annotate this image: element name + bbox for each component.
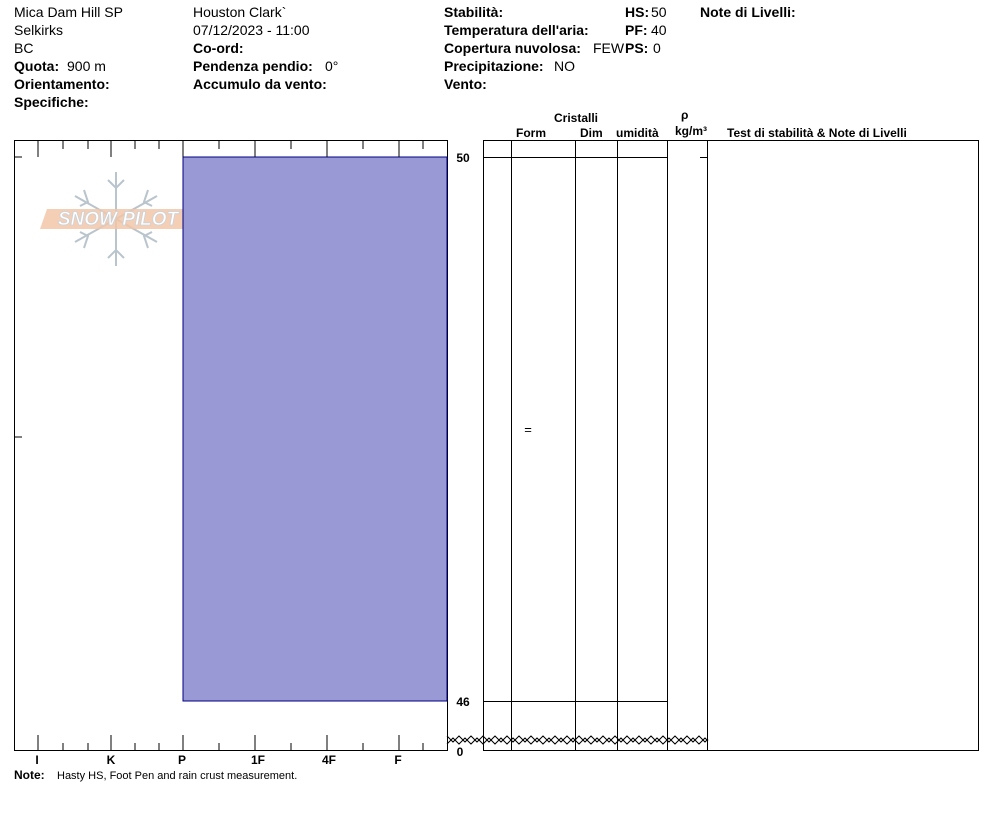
top-ticks: [14, 140, 424, 438]
note-label: Note:: [14, 768, 45, 782]
slope-value: 0°: [325, 58, 339, 74]
ps-value: 0: [653, 40, 661, 56]
size-header: Dim: [580, 126, 603, 140]
hs-label: HS:: [625, 4, 650, 20]
logo-text: SNOW PILOT: [58, 209, 180, 230]
rho-header: ρ: [681, 108, 689, 122]
crystals-header: Cristalli: [554, 111, 599, 125]
moisture-header: umidità: [616, 126, 659, 140]
bottom-ticks: [37, 735, 424, 750]
aspect-label: Orientamento:: [14, 76, 110, 92]
sky-cover-label: Copertura nuvolosa:: [444, 40, 581, 56]
observer-name: Houston Clark`: [193, 4, 287, 20]
location-name: Mica Dam Hill SP: [14, 4, 123, 20]
hardness-label-4f: 4F: [322, 753, 336, 767]
snow-layer-bar: [182, 156, 448, 702]
slope-label: Pendenza pendio:: [193, 58, 313, 74]
depth-label-layer-bottom: 46: [456, 695, 470, 709]
pf-value: 40: [651, 22, 667, 38]
stability-label: Stabilità:: [444, 4, 504, 20]
hardness-label-i: I: [35, 753, 38, 767]
depth-label-ground: 0: [457, 745, 464, 759]
hardness-label-p: P: [178, 753, 186, 767]
layer-table-frame: [483, 140, 979, 751]
precip-value: NO: [554, 58, 575, 74]
hardness-label-f: F: [394, 753, 401, 767]
density-unit-header: kg/m³: [675, 124, 708, 138]
observation-datetime: 07/12/2023 - 11:00: [193, 22, 310, 38]
specifics-label: Specifiche:: [14, 94, 89, 110]
elevation-value: 900 m: [67, 58, 106, 74]
layer-table-grid: [483, 140, 708, 750]
hardness-label-1f: 1F: [251, 753, 265, 767]
wind-label: Vento:: [444, 76, 487, 92]
wind-loading-label: Accumulo da vento:: [193, 76, 327, 92]
layer-notes-label: Note di Livelli:: [700, 4, 796, 20]
note-text: Hasty HS, Foot Pen and rain crust measur…: [57, 770, 298, 782]
depth-label-top: 50: [456, 151, 470, 165]
elevation-label: Quota:: [14, 58, 60, 74]
ps-label: PS:: [625, 40, 649, 56]
logo-banner: [40, 209, 195, 229]
tests-header: Test di stabilità & Note di Livelli: [727, 126, 907, 140]
state-province: BC: [14, 40, 34, 56]
hs-value: 50: [651, 4, 667, 20]
air-temp-label: Temperatura dell'aria:: [444, 22, 589, 38]
sky-cover-value: FEW: [593, 40, 625, 56]
pf-label: PF:: [625, 22, 648, 38]
precip-label: Precipitazione:: [444, 58, 544, 74]
coords-label: Co-ord:: [193, 40, 244, 56]
hardness-label-k: K: [107, 753, 116, 767]
form-header: Form: [516, 126, 546, 140]
crystal-form-symbol: =: [524, 422, 532, 437]
mountain-range: Selkirks: [14, 22, 64, 38]
